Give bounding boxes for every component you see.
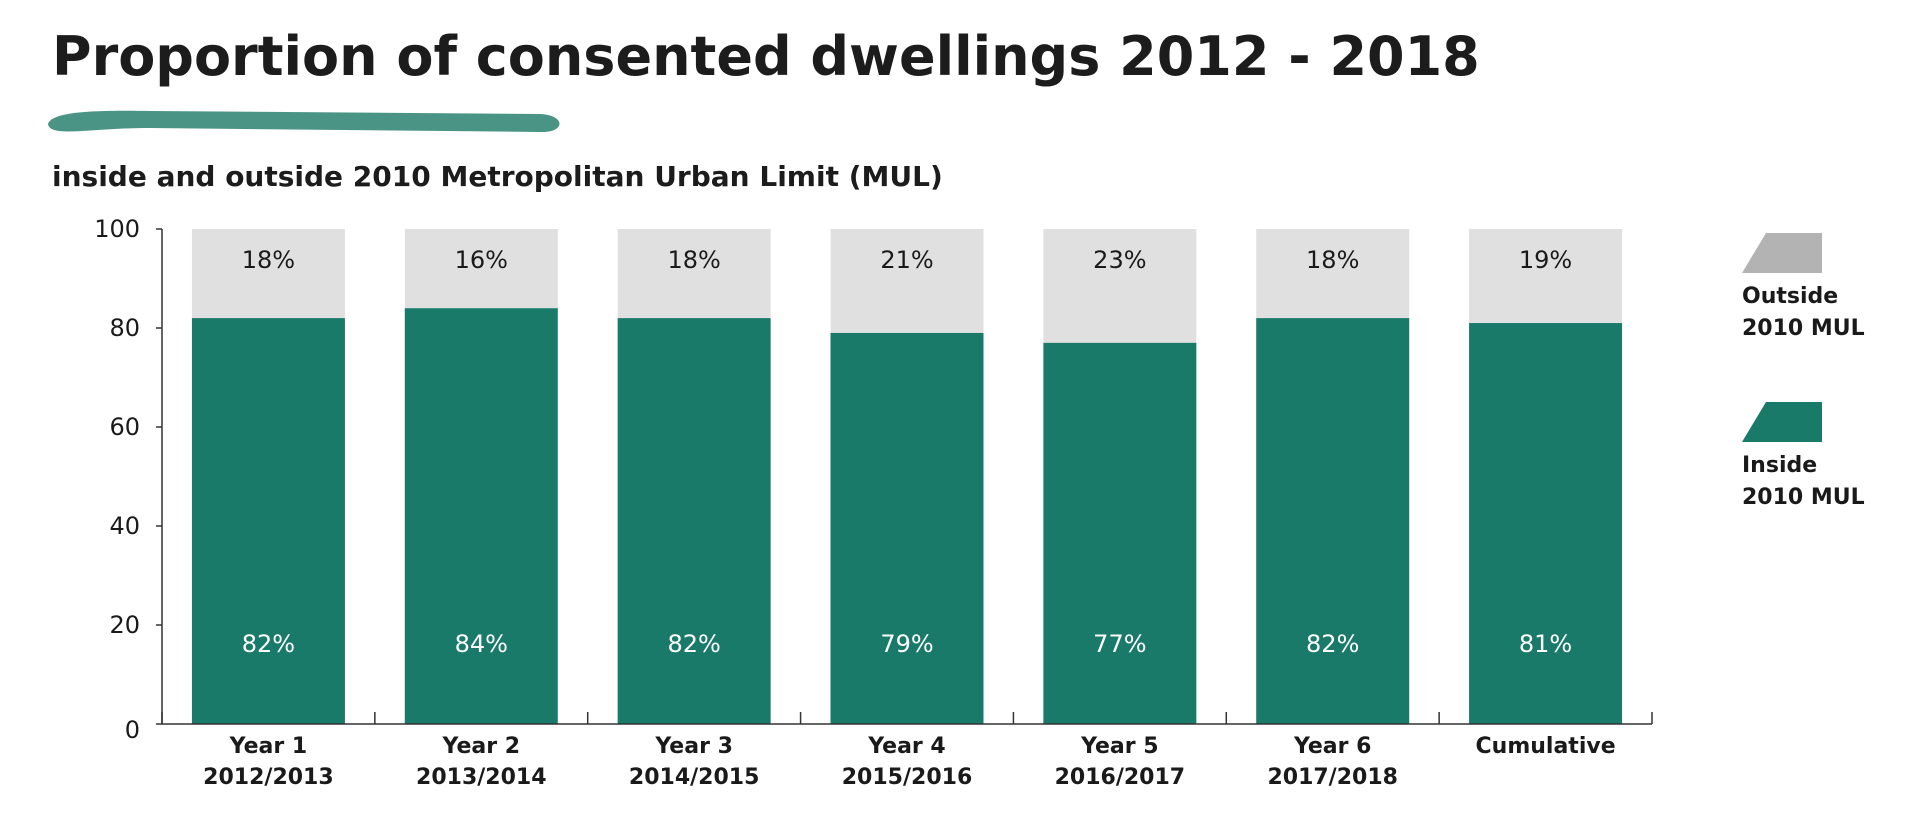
x-tick-label: Year 6: [1293, 734, 1372, 759]
bar-inside-mul: [1469, 323, 1623, 724]
x-tick-label: Year 2: [442, 734, 521, 759]
y-tick-label: 0: [125, 716, 140, 744]
title-underline-brush: [48, 110, 560, 133]
bar-inside-mul: [1043, 342, 1197, 724]
bar-inside-mul: [617, 318, 771, 724]
legend-swatch: [1742, 233, 1822, 273]
legend-label: 2010 MUL: [1742, 316, 1865, 341]
data-label-inside: 82%: [242, 630, 295, 658]
legend-swatch: [1742, 402, 1822, 442]
legend-label: Inside: [1742, 453, 1817, 478]
bar-outside-mul: [1469, 229, 1623, 324]
y-tick-label: 60: [109, 413, 140, 441]
x-tick-label: Year 1: [229, 734, 308, 759]
chart-subtitle: inside and outside 2010 Metropolitan Urb…: [52, 160, 943, 193]
data-label-inside: 82%: [667, 630, 720, 658]
data-label-inside: 79%: [880, 630, 933, 658]
data-label-outside: 18%: [667, 246, 720, 274]
legend-label: Outside: [1742, 284, 1838, 309]
bar-inside-mul: [404, 308, 558, 724]
x-tick-label: Year 4: [867, 734, 946, 759]
bar-outside-mul: [1256, 229, 1410, 319]
bar-outside-mul: [191, 229, 345, 319]
bar-outside-mul: [617, 229, 771, 319]
data-label-inside: 84%: [455, 630, 508, 658]
plot-area: 18% 82% Year 1 2012/2013 16% 84% Year 2 2013/20…: [94, 215, 1653, 790]
data-label-outside: 23%: [1093, 246, 1146, 274]
y-tick-label: 20: [109, 611, 140, 639]
bar-outside-mul: [404, 229, 558, 309]
x-tick-label: 2016/2017: [1055, 765, 1186, 790]
data-label-inside: 77%: [1093, 630, 1146, 658]
data-label-inside: 81%: [1519, 630, 1572, 658]
legend-label: 2010 MUL: [1742, 485, 1865, 510]
x-tick-label: 2014/2015: [629, 765, 760, 790]
x-tick-label: Cumulative: [1476, 734, 1616, 759]
data-label-outside: 21%: [880, 246, 933, 274]
x-tick-label: Year 3: [654, 734, 733, 759]
y-tick-label: 100: [94, 215, 140, 243]
x-tick-label: Year 5: [1080, 734, 1159, 759]
bar-outside-mul: [1043, 229, 1197, 343]
bar-inside-mul: [1256, 318, 1410, 724]
y-tick-label: 80: [109, 314, 140, 342]
bar-inside-mul: [830, 332, 984, 724]
x-tick-label: 2013/2014: [416, 765, 547, 790]
data-label-outside: 18%: [242, 246, 295, 274]
chart-title: Proportion of consented dwellings 2012 -…: [52, 25, 1480, 88]
data-label-inside: 82%: [1306, 630, 1359, 658]
bar-outside-mul: [830, 229, 984, 333]
bar-inside-mul: [191, 318, 345, 724]
data-label-outside: 16%: [455, 246, 508, 274]
y-tick-label: 40: [109, 512, 140, 540]
data-label-outside: 19%: [1519, 246, 1572, 274]
x-tick-label: 2015/2016: [842, 765, 973, 790]
legend: Outside 2010 MUL Inside 2010 MUL: [1742, 233, 1865, 510]
x-tick-label: 2017/2018: [1267, 765, 1398, 790]
data-label-outside: 18%: [1306, 246, 1359, 274]
x-tick-label: 2012/2013: [203, 765, 334, 790]
